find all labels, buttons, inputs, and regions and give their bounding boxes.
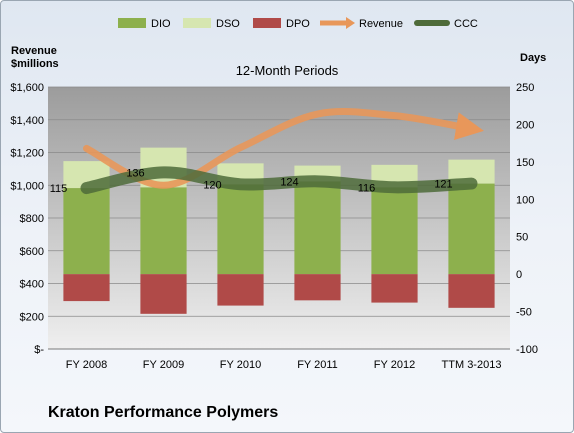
bar-dpo: [371, 274, 418, 303]
legend-swatch: [183, 18, 211, 28]
right-tick-label: 150: [516, 157, 534, 169]
left-tick-label: $1,600: [10, 82, 44, 94]
bar-dpo: [217, 274, 264, 306]
company-name: Kraton Performance Polymers: [48, 404, 279, 421]
ccc-data-label: 115: [50, 183, 68, 195]
left-axis-title-line2: $millions: [11, 58, 59, 70]
bar-dio: [63, 188, 110, 275]
lines-group: [80, 108, 484, 195]
right-tick-label: -100: [516, 344, 538, 356]
category-label: FY 2011: [297, 359, 338, 371]
ccc-data-label: 136: [126, 167, 144, 179]
left-tick-label: $1,000: [10, 180, 44, 192]
ccc-data-label: 124: [280, 176, 298, 188]
legend-swatch: [253, 18, 281, 28]
bar-dpo: [63, 274, 110, 302]
ccc-line: [80, 166, 478, 195]
right-tick-label: -50: [516, 307, 532, 319]
right-tick-label: 200: [516, 119, 534, 131]
ccc-data-label: 116: [358, 182, 376, 194]
ccc-data-label: 121: [434, 179, 452, 191]
bar-dpo: [448, 274, 495, 308]
bar-dio: [371, 187, 418, 275]
legend-label: DPO: [286, 18, 310, 30]
legend-label: Revenue: [359, 18, 403, 30]
axes-group: $- $200 $400 $600 $800 $1,000 $1,200 $1,400 $1,6…: [10, 82, 538, 371]
left-tick-label: $200: [20, 311, 44, 323]
category-label: FY 2009: [143, 359, 184, 371]
ccc-data-label: 120: [203, 179, 221, 191]
revenue-line: [83, 108, 484, 189]
left-tick-label: $1,400: [10, 115, 44, 127]
category-label: FY 2010: [220, 359, 261, 371]
bar-dio: [448, 183, 495, 275]
bar-dpo: [140, 274, 187, 314]
right-axis-title: Days: [520, 52, 547, 64]
bar-dso: [448, 159, 495, 184]
right-tick-label: 250: [516, 82, 534, 94]
chart-title: 12-Month Periods: [236, 63, 339, 78]
left-tick-label: $400: [20, 279, 44, 291]
bar-dpo: [294, 274, 341, 301]
left-tick-label: $1,200: [10, 148, 44, 160]
left-tick-label: $800: [20, 213, 44, 225]
right-tick-label: 0: [516, 269, 522, 281]
data-labels-group: 115 136 120 124 116 121: [50, 167, 453, 195]
bar-dio: [140, 187, 187, 275]
left-tick-label: $-: [34, 344, 44, 356]
category-label: FY 2012: [374, 359, 415, 371]
left-tick-label: $600: [20, 246, 44, 258]
legend-swatch-arrow: [346, 17, 355, 29]
bar-dio: [294, 181, 341, 275]
bar-dio: [217, 184, 264, 275]
legend-swatch: [118, 18, 146, 28]
chart-legend: DIO DSO DPO Revenue CCC: [118, 17, 478, 30]
legend-label: DIO: [151, 18, 171, 30]
right-tick-label: 100: [516, 194, 534, 206]
left-axis-title: Revenue $millions: [11, 45, 59, 71]
legend-label: DSO: [216, 18, 240, 30]
legend-label: CCC: [454, 18, 478, 30]
left-axis-title-line1: Revenue: [11, 45, 57, 57]
right-tick-label: 50: [516, 232, 528, 244]
category-label: TTM 3-2013: [442, 359, 502, 371]
category-label: FY 2008: [66, 359, 107, 371]
